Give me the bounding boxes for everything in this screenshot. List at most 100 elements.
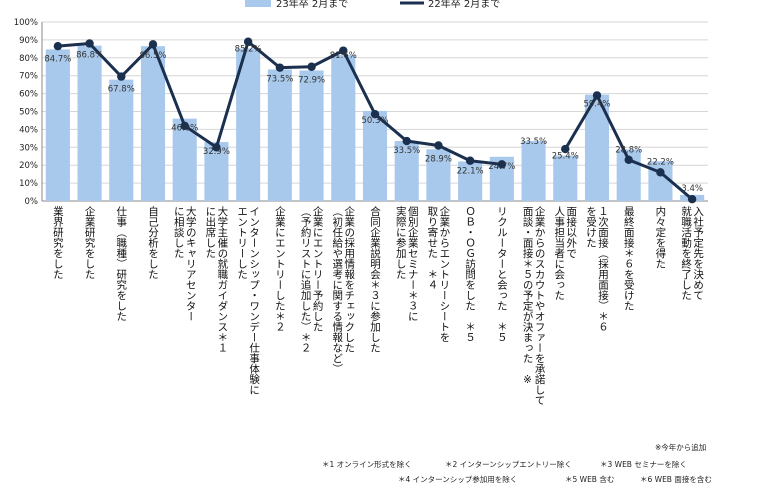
y-tick-label: 50%: [19, 108, 38, 118]
category-label: 合同企業説明会＊３に参加した: [369, 206, 381, 353]
line-point: [53, 41, 63, 51]
y-tick-label: 40%: [19, 125, 38, 135]
data-label: 84.7%: [44, 54, 71, 64]
legend-bar-swatch: [245, 0, 271, 7]
note-3: ＊3 WEB セミナーを除く: [600, 460, 687, 469]
data-label: 22.1%: [457, 166, 484, 176]
data-label: 72.9%: [298, 76, 325, 86]
line-point: [275, 63, 285, 72]
category-label: 企業の採用情報をチェックした （初任給や選考に関する情報など）: [331, 206, 356, 374]
bar: [204, 142, 229, 201]
bar: [77, 45, 102, 202]
category-label: 内々定を得た: [654, 206, 667, 269]
category-label: 入社予定先を決めて 就職活動を終了した: [680, 206, 705, 301]
category-label: 企業にエントリーした＊２: [273, 206, 286, 332]
category-label: 業界研究をした: [51, 206, 64, 280]
bar: [140, 46, 166, 201]
data-label: 32.9%: [203, 147, 230, 157]
y-tick-label: 90%: [19, 36, 38, 46]
data-label: 67.8%: [108, 85, 135, 95]
data-label: 86.8%: [76, 51, 103, 61]
data-label: 22.2%: [647, 157, 674, 167]
category-label: リクルーターと会った ＊５: [495, 206, 508, 343]
category-label: ＯＢ・ＯＧ訪問をした ＊５: [464, 206, 477, 343]
bar: [45, 49, 70, 202]
note-1: ＊1 オンライン形式を除く: [322, 460, 412, 469]
bar: [267, 69, 292, 201]
y-tick-label: 70%: [19, 72, 38, 82]
bar: [394, 141, 419, 201]
category-label: 企業にエントリー予約した （予約リストに追加した）＊２: [299, 206, 324, 353]
legend-bar-label: 23年卒 2月まで: [276, 0, 348, 10]
category-label: １次面接（採用面接）＊６ を受けた: [585, 206, 609, 332]
y-axis: 0% 10% 20% 30% 40% 50% 60% 70% 80% 90% 100%: [14, 18, 43, 207]
line-point: [465, 156, 475, 165]
y-tick-label: 60%: [19, 90, 38, 100]
line-point: [656, 168, 665, 177]
y-tick-label: 20%: [19, 161, 38, 171]
note-2: ＊2 インターンシップエントリー除く: [445, 460, 572, 469]
category-label: 企業からのスカウトやオファーを承諾して 面談・面接＊５の予定が決まった ※: [521, 206, 546, 406]
data-label: 85.2%: [235, 44, 262, 54]
bar: [426, 149, 451, 201]
y-tick-label: 0%: [25, 197, 39, 207]
line-point: [370, 109, 380, 119]
category-label: 自己分析をした: [147, 206, 159, 280]
data-label: 33.5%: [520, 137, 547, 147]
line-point: [117, 72, 126, 81]
line-point: [307, 62, 316, 71]
line-point: [180, 121, 189, 131]
bar: [458, 161, 483, 201]
note-new-item: ※今年から追加: [655, 443, 707, 452]
note-6: ＊6 WEB 面接を含む: [640, 475, 712, 484]
line-point: [434, 141, 443, 150]
data-label: 81.6%: [330, 51, 357, 61]
data-label: 59.4%: [583, 100, 610, 110]
line-point: [497, 160, 507, 169]
line-point: [561, 144, 570, 154]
line-point: [624, 155, 633, 165]
category-label: 大学のキャリアセンター に相談した: [172, 206, 197, 322]
data-label: 50.3%: [361, 116, 388, 126]
y-tick-label: 80%: [19, 54, 38, 64]
note-5: ＊5 WEB 含む: [565, 475, 615, 484]
category-label: 企業研究をした: [83, 206, 96, 280]
category-label: 大学主催の就職ガイダンス＊１ に出席した: [204, 206, 229, 353]
y-tick-label: 10%: [19, 179, 38, 189]
data-label: 28.9%: [425, 154, 452, 164]
data-label: 24.7%: [488, 162, 515, 172]
bar: [299, 70, 324, 201]
data-label: 73.5%: [266, 74, 293, 84]
note-4: ＊4 インターンシップ参加用を除く: [398, 475, 518, 484]
y-tick-label: 100%: [14, 18, 38, 28]
line-point: [243, 37, 253, 46]
bar: [521, 141, 546, 201]
legend: 23年卒 2月まで 22年卒 2月まで: [245, 0, 500, 10]
bar: [109, 79, 134, 201]
category-label: 仕事（職種）研究をした: [115, 206, 128, 322]
category-label: 面接以外で 人事担当者に会った: [553, 206, 578, 301]
category-label: 最終面接＊６を受けた: [622, 206, 635, 311]
line-point: [85, 39, 94, 48]
legend-line-label: 22年卒 2月まで: [428, 0, 500, 10]
line-series: [53, 37, 697, 204]
data-label: 3.4%: [681, 184, 703, 194]
data-label: 46.0%: [171, 124, 198, 134]
bar: [362, 110, 388, 201]
line-point: [148, 40, 158, 49]
data-label: 25.4%: [552, 152, 579, 162]
category-label: 個別企業セミナー＊３に 実際に参加した: [394, 206, 419, 322]
line-point: [212, 143, 221, 152]
bar: [331, 54, 356, 201]
bar: [236, 48, 261, 201]
line-point: [339, 46, 348, 55]
category-label: インターンシップ・ワンデー仕事体験に エントリーした: [236, 206, 261, 395]
line-point: [592, 91, 602, 100]
line-point: [402, 136, 411, 146]
y-tick-label: 30%: [19, 143, 38, 153]
bar: [553, 155, 578, 201]
line-point: [687, 195, 697, 204]
data-label: 33.5%: [393, 146, 420, 156]
data-label: 28.8%: [615, 145, 642, 155]
